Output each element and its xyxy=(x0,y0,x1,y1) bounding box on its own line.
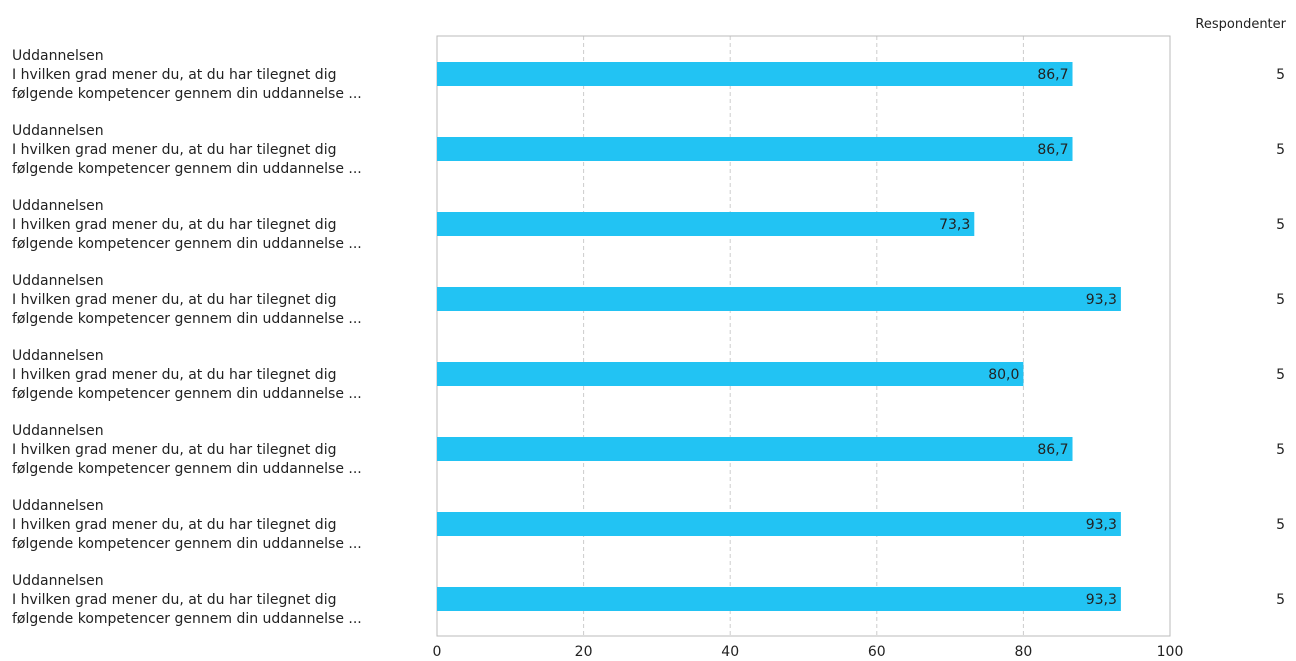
bar xyxy=(437,587,1121,611)
category-label-line: I hvilken grad mener du, at du har tileg… xyxy=(12,67,336,83)
respondent-count: 5 xyxy=(1276,592,1285,608)
category-label-line: Uddannelsen xyxy=(12,273,104,289)
bar xyxy=(437,137,1073,161)
bar-value-label: 93,3 xyxy=(1086,517,1117,533)
respondent-count: 5 xyxy=(1276,67,1285,83)
x-tick-label: 60 xyxy=(868,644,886,660)
category-label-line: I hvilken grad mener du, at du har tileg… xyxy=(12,217,336,233)
bar-value-label: 93,3 xyxy=(1086,592,1117,608)
grid-lines xyxy=(583,36,1024,636)
category-label-line: I hvilken grad mener du, at du har tileg… xyxy=(12,592,336,608)
bar-value-label: 86,7 xyxy=(1037,67,1068,83)
bars: 86,7 86,7 73,3 93,3 80,0 86,7 93,3 93,3 xyxy=(437,62,1121,611)
bar xyxy=(437,212,975,236)
category-label-line: I hvilken grad mener du, at du har tileg… xyxy=(12,517,336,533)
category-label-line: Uddannelsen xyxy=(12,573,104,589)
respondent-count: 5 xyxy=(1276,292,1285,308)
bar-value-label: 80,0 xyxy=(988,367,1019,383)
category-label-line: Uddannelsen xyxy=(12,498,104,514)
category-label-line: følgende kompetencer gennem din uddannel… xyxy=(12,461,362,477)
bar-value-label: 93,3 xyxy=(1086,292,1117,308)
bar xyxy=(437,512,1121,536)
x-tick-label: 0 xyxy=(433,644,442,660)
category-label-line: følgende kompetencer gennem din uddannel… xyxy=(12,536,362,552)
category-label-line: Uddannelsen xyxy=(12,423,104,439)
category-label-line: I hvilken grad mener du, at du har tileg… xyxy=(12,367,336,383)
category-label-line: følgende kompetencer gennem din uddannel… xyxy=(12,386,362,402)
bar-value-label: 86,7 xyxy=(1037,442,1068,458)
category-label-line: følgende kompetencer gennem din uddannel… xyxy=(12,236,362,252)
respondent-count: 5 xyxy=(1276,142,1285,158)
category-label-line: Uddannelsen xyxy=(12,123,104,139)
bar xyxy=(437,287,1121,311)
category-label-line: følgende kompetencer gennem din uddannel… xyxy=(12,611,362,627)
bar-value-label: 86,7 xyxy=(1037,142,1068,158)
category-label-line: Uddannelsen xyxy=(12,48,104,64)
category-label-line: Uddannelsen xyxy=(12,348,104,364)
category-label-line: følgende kompetencer gennem din uddannel… xyxy=(12,311,362,327)
respondent-count: 5 xyxy=(1276,517,1285,533)
category-label-line: I hvilken grad mener du, at du har tileg… xyxy=(12,292,336,308)
category-label-line: I hvilken grad mener du, at du har tileg… xyxy=(12,442,336,458)
x-tick-label: 80 xyxy=(1014,644,1032,660)
bar xyxy=(437,62,1073,86)
category-label-line: Uddannelsen xyxy=(12,198,104,214)
x-axis-ticks: 0 20 40 60 80 100 xyxy=(433,644,1184,660)
x-tick-label: 100 xyxy=(1157,644,1184,660)
category-labels: Uddannelsen I hvilken grad mener du, at d… xyxy=(12,48,362,627)
x-tick-label: 40 xyxy=(721,644,739,660)
respondent-count: 5 xyxy=(1276,217,1285,233)
x-tick-label: 20 xyxy=(575,644,593,660)
bar xyxy=(437,362,1024,386)
category-label-line: I hvilken grad mener du, at du har tileg… xyxy=(12,142,336,158)
respondent-count: 5 xyxy=(1276,442,1285,458)
bar-value-label: 73,3 xyxy=(939,217,970,233)
category-label-line: følgende kompetencer gennem din uddannel… xyxy=(12,86,362,102)
bar xyxy=(437,437,1073,461)
plot-area-frame xyxy=(436,35,1171,637)
respondent-counts: 5 5 5 5 5 5 5 5 xyxy=(1276,67,1285,608)
respondents-header: Respondenter xyxy=(1195,17,1286,32)
category-label-line: følgende kompetencer gennem din uddannel… xyxy=(12,161,362,177)
respondent-count: 5 xyxy=(1276,367,1285,383)
